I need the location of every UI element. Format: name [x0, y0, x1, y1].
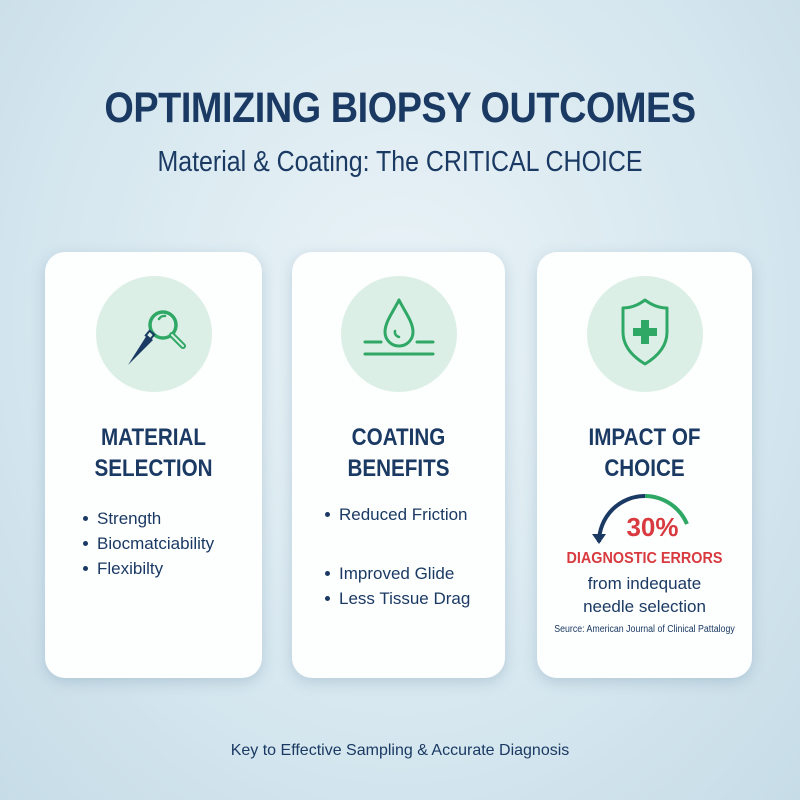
bullet-list: Strength Biocmatciability Flexibilty — [83, 506, 214, 581]
gauge-arc-icon — [592, 494, 689, 544]
list-item: Improved Glide — [325, 561, 470, 586]
icon-badge — [586, 276, 703, 392]
droplet-surface-icon — [363, 298, 434, 356]
shield-plus-icon — [621, 298, 668, 366]
page-title: OPTIMIZING BIOPSY OUTCOMES — [104, 84, 696, 132]
card-title: IMPACT OF CHOICE — [588, 424, 701, 482]
list-item: Reduced Friction — [325, 502, 470, 527]
stat-label: DIAGNOSTIC ERRORS — [566, 550, 723, 567]
list-item: Less Tissue Drag — [325, 586, 470, 611]
card-coating-benefits: COATING BENEFITS Reduced Friction Improv… — [292, 252, 505, 678]
bullet-list: Reduced Friction Improved Glide Less Tis… — [325, 502, 470, 611]
list-item: Flexibilty — [83, 556, 214, 581]
card-material-selection: MATERIAL SELECTION Strength Biocmatciabi… — [45, 252, 262, 678]
stat-description: from indequate needle selection — [583, 574, 706, 616]
stat-value: 30% — [626, 512, 679, 542]
source-citation: Seurce: American Journal of Clinical Pat… — [554, 624, 735, 635]
icon-badge — [340, 276, 457, 392]
list-item: Biocmatciability — [83, 531, 214, 556]
icon-badge — [95, 276, 212, 392]
needle-magnifier-icon — [127, 310, 186, 365]
card-impact-of-choice: IMPACT OF CHOICE 30% DIAGNOSTIC ERRORS f… — [537, 252, 752, 678]
page-subtitle: Material & Coating: The CRITICAL CHOICE — [157, 146, 643, 178]
footer-tagline: Key to Effective Sampling & Accurate Dia… — [230, 742, 570, 759]
list-item: Strength — [83, 506, 214, 531]
card-title: MATERIAL SELECTION — [94, 424, 213, 482]
card-title: COATING BENEFITS — [347, 424, 450, 482]
